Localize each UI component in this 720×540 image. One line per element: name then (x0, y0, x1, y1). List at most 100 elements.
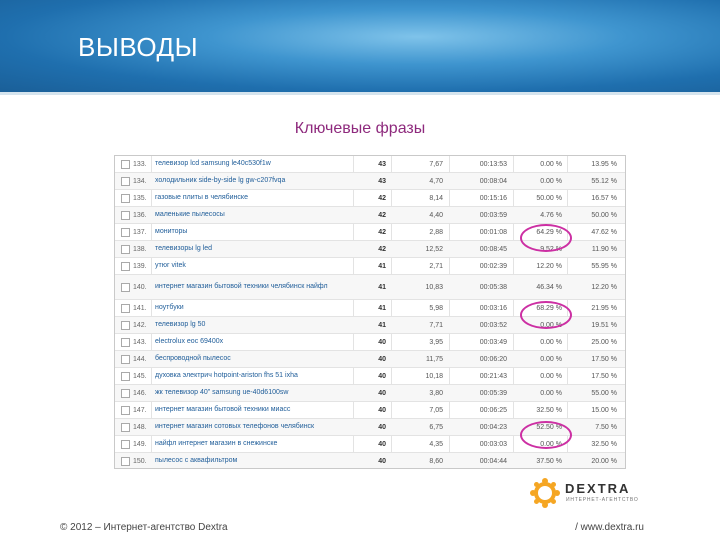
visits-value: 41 (378, 304, 386, 312)
row-checkbox[interactable] (121, 321, 130, 330)
bounce-rate-value: 15.00 % (591, 406, 617, 414)
bounce-rate-value: 32.50 % (591, 440, 617, 448)
bounce-rate-value: 50.00 % (591, 211, 617, 219)
table-row: 138. телевизоры lg led 42 12,52 00:08:45 9.52… (115, 241, 625, 258)
column-divider (391, 156, 392, 468)
row-checkbox[interactable] (121, 457, 130, 466)
keyword-link[interactable]: интернет магазин сотовых телефонов челяб… (155, 423, 315, 430)
slide-title: ВЫВОДЫ (78, 32, 199, 62)
row-checkbox[interactable] (121, 338, 130, 347)
keyword-link[interactable]: духовка электрич hotpoint-ariston fhs 51… (155, 372, 298, 379)
row-number: 143. (133, 338, 147, 346)
avg-time-value: 00:06:20 (479, 355, 507, 363)
row-number: 141. (133, 304, 147, 312)
row-checkbox[interactable] (121, 389, 130, 398)
table-row: 146. жк телевизор 40" samsung ue-40d6100s… (115, 385, 625, 402)
row-checkbox[interactable] (121, 211, 130, 220)
keyword-link[interactable]: интернет магазин бытовой техники миасс (155, 406, 291, 413)
footer-site-link[interactable]: / www.dextra.ru (575, 522, 644, 533)
highlight-ring (520, 224, 572, 252)
bounce-rate-value: 19.51 % (591, 321, 617, 329)
visits-value: 43 (378, 160, 386, 168)
dextra-logo-icon (530, 478, 560, 508)
new-visits-value: 50.00 % (536, 194, 562, 202)
keyword-link[interactable]: телевизор lg 50 (155, 321, 206, 328)
row-checkbox[interactable] (121, 194, 130, 203)
row-number: 146. (133, 389, 147, 397)
visits-value: 40 (378, 338, 386, 346)
row-checkbox[interactable] (121, 440, 130, 449)
keyword-link[interactable]: жк телевизор 40" samsung ue-40d6100sw (155, 389, 289, 396)
table-row: 147. интернет магазин бытовой техники миа… (115, 402, 625, 419)
pages-per-visit-value: 3,80 (429, 389, 443, 397)
row-number: 147. (133, 406, 147, 414)
visits-value: 40 (378, 372, 386, 380)
visits-value: 41 (378, 321, 386, 329)
keyword-link[interactable]: газовые плиты в челябинске (155, 194, 248, 201)
avg-time-value: 00:08:45 (479, 245, 507, 253)
new-visits-value: 46.34 % (536, 283, 562, 291)
pages-per-visit-value: 4,35 (429, 440, 443, 448)
visits-value: 42 (378, 245, 386, 253)
row-checkbox[interactable] (121, 304, 130, 313)
keyword-link[interactable]: холодильник side-by-side lg gw-c207fvqa (155, 177, 286, 184)
row-number: 142. (133, 321, 147, 329)
avg-time-value: 00:01:08 (479, 228, 507, 236)
avg-time-value: 00:04:44 (479, 457, 507, 465)
pages-per-visit-value: 4,70 (429, 177, 443, 185)
row-number: 136. (133, 211, 147, 219)
keyword-link[interactable]: мониторы (155, 228, 188, 235)
highlight-ring (520, 301, 572, 329)
pages-per-visit-value: 6,75 (429, 423, 443, 431)
table-row: 136. маленькие пылесосы 42 4,40 00:03:59 4.76… (115, 207, 625, 224)
row-checkbox[interactable] (121, 406, 130, 415)
keyword-link[interactable]: беспроводной пылесос (155, 355, 231, 362)
avg-time-value: 00:03:59 (479, 211, 507, 219)
pages-per-visit-value: 7,71 (429, 321, 443, 329)
table-row: 142. телевизор lg 50 41 7,71 00:03:52 0.00 % 1… (115, 317, 625, 334)
keyword-link[interactable]: телевизор lcd samsung le40c530f1w (155, 160, 271, 167)
row-number: 144. (133, 355, 147, 363)
pages-per-visit-value: 12,52 (425, 245, 443, 253)
row-checkbox[interactable] (121, 177, 130, 186)
row-checkbox[interactable] (121, 160, 130, 169)
visits-value: 42 (378, 211, 386, 219)
table-row: 140. интернет магазин бытовой техники чел… (115, 275, 625, 300)
keyword-link[interactable]: телевизоры lg led (155, 245, 213, 252)
new-visits-value: 32.50 % (536, 406, 562, 414)
keyword-link[interactable]: electrolux eoc 69400x (155, 338, 224, 345)
row-checkbox[interactable] (121, 245, 130, 254)
row-checkbox[interactable] (121, 283, 130, 292)
row-number: 149. (133, 440, 147, 448)
bounce-rate-value: 16.57 % (591, 194, 617, 202)
new-visits-value: 0.00 % (540, 389, 562, 397)
table-row: 145. духовка электрич hotpoint-ariston fh… (115, 368, 625, 385)
keyword-link[interactable]: найфл интернет магазин в снежинске (155, 440, 278, 447)
new-visits-value: 0.00 % (540, 160, 562, 168)
keyword-link[interactable]: утюг vitek (155, 262, 186, 269)
keyword-link[interactable]: маленькие пылесосы (155, 211, 225, 218)
row-checkbox[interactable] (121, 228, 130, 237)
bounce-rate-value: 12.20 % (591, 283, 617, 291)
row-checkbox[interactable] (121, 262, 130, 271)
row-number: 133. (133, 160, 147, 168)
row-number: 135. (133, 194, 147, 202)
row-checkbox[interactable] (121, 372, 130, 381)
bounce-rate-value: 20.00 % (591, 457, 617, 465)
row-checkbox[interactable] (121, 423, 130, 432)
keyword-link[interactable]: интернет магазин бытовой техники челябин… (155, 283, 328, 290)
avg-time-value: 00:03:03 (479, 440, 507, 448)
table-row: 135. газовые плиты в челябинске 42 8,14 00:1… (115, 190, 625, 207)
column-divider (513, 156, 514, 468)
visits-value: 41 (378, 283, 386, 291)
row-number: 140. (133, 283, 147, 291)
row-number: 137. (133, 228, 147, 236)
keyword-link[interactable]: пылесос с аквафильтром (155, 457, 238, 464)
visits-value: 41 (378, 262, 386, 270)
row-checkbox[interactable] (121, 355, 130, 364)
column-divider (353, 156, 354, 468)
column-divider (449, 156, 450, 468)
bounce-rate-value: 7.50 % (595, 423, 617, 431)
keyword-link[interactable]: ноутбуки (155, 304, 184, 311)
row-number: 145. (133, 372, 147, 380)
